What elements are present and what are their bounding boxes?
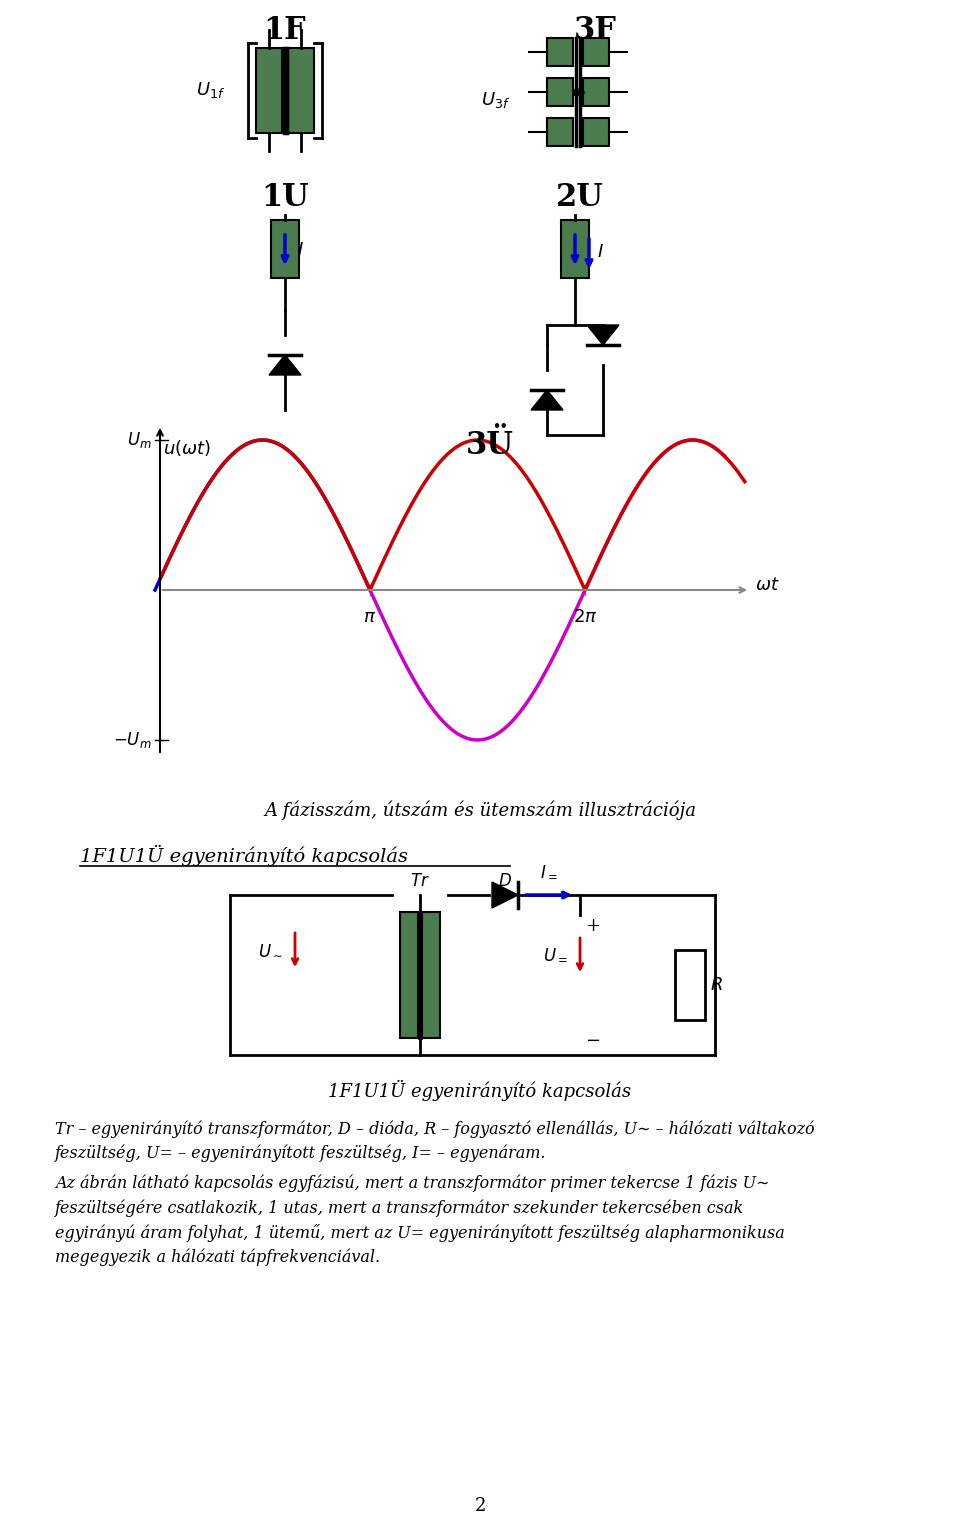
Bar <box>547 78 573 106</box>
Text: 1U: 1U <box>261 183 309 213</box>
Bar <box>583 78 609 106</box>
Text: $U_{\sim}$: $U_{\sim}$ <box>258 941 283 958</box>
Text: 2: 2 <box>474 1497 486 1515</box>
Text: $\pi$: $\pi$ <box>364 608 376 626</box>
Text: $U_{1f}$: $U_{1f}$ <box>196 80 225 100</box>
Text: 1F1U1Ü egyenirányító kapcsolás: 1F1U1Ü egyenirányító kapcsolás <box>80 844 408 866</box>
Text: 2U: 2U <box>556 183 604 213</box>
Polygon shape <box>587 325 619 345</box>
Bar <box>583 118 609 146</box>
Text: $u(\omega t)$: $u(\omega t)$ <box>163 437 211 457</box>
Text: $2\pi$: $2\pi$ <box>573 608 597 626</box>
Text: 3F: 3F <box>573 15 616 46</box>
Text: $Tr$: $Tr$ <box>410 873 430 890</box>
Text: +: + <box>585 916 600 935</box>
Text: 1F1U1Ü egyenirányító kapcsolás: 1F1U1Ü egyenirányító kapcsolás <box>328 1081 632 1101</box>
Text: $\omega t$: $\omega t$ <box>755 576 780 594</box>
Polygon shape <box>269 355 301 375</box>
Text: $I_{=}$: $I_{=}$ <box>540 863 558 880</box>
Bar <box>288 48 314 134</box>
Text: 3Ü: 3Ü <box>466 430 514 460</box>
Text: A fázisszám, útszám és ütemszám illusztrációja: A fázisszám, útszám és ütemszám illusztr… <box>264 800 696 820</box>
Text: 1F: 1F <box>264 15 306 46</box>
Bar <box>422 912 440 1038</box>
Bar <box>547 38 573 66</box>
Bar <box>271 220 299 278</box>
Text: Az ábrán látható kapcsolás egyfázisú, mert a transzformátor primer tekercse 1 fá: Az ábrán látható kapcsolás egyfázisú, me… <box>55 1174 784 1266</box>
Bar <box>547 118 573 146</box>
Text: $D$: $D$ <box>498 873 512 890</box>
Bar <box>400 912 418 1038</box>
Polygon shape <box>492 883 518 909</box>
Text: $I$: $I$ <box>597 243 604 261</box>
Text: $U_{=}$: $U_{=}$ <box>543 947 568 964</box>
Text: $R$: $R$ <box>710 976 723 995</box>
Text: −: − <box>585 1032 600 1050</box>
Text: $U_m$: $U_m$ <box>128 430 152 450</box>
Bar <box>675 950 705 1019</box>
Text: $I$: $I$ <box>297 241 303 259</box>
Polygon shape <box>531 390 563 410</box>
Bar <box>561 220 589 278</box>
Text: $-U_m$: $-U_m$ <box>113 731 152 751</box>
Bar <box>256 48 282 134</box>
Text: Tr – egyenirányító transzformátor, D – dióda, R – fogyasztó ellenállás, U∼ – hál: Tr – egyenirányító transzformátor, D – d… <box>55 1121 815 1162</box>
Text: $U_{3f}$: $U_{3f}$ <box>481 91 510 111</box>
Bar <box>583 38 609 66</box>
